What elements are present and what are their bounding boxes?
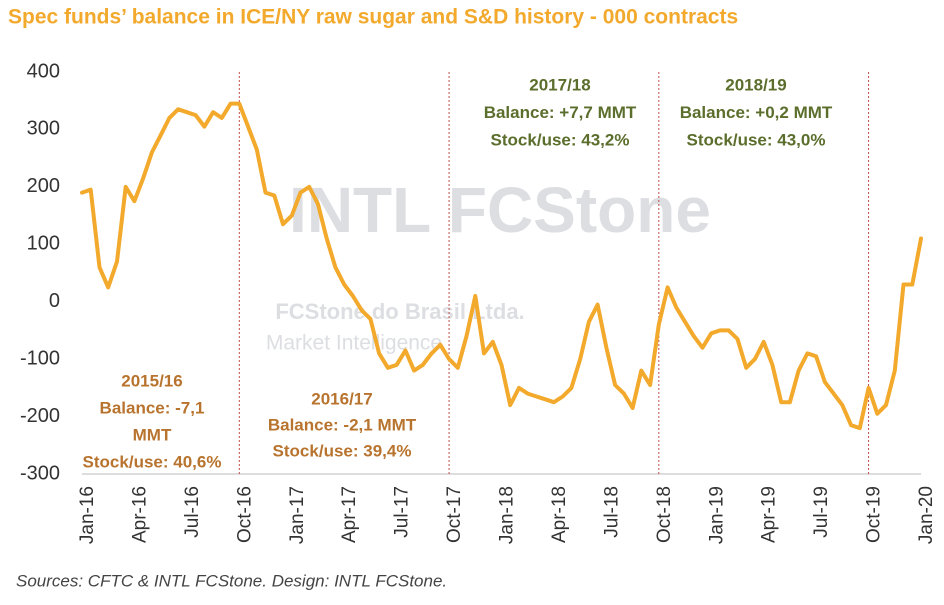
y-tick-label: 200 xyxy=(27,175,60,197)
y-tick-label: 400 xyxy=(27,60,60,82)
x-tick-label: Jul-19 xyxy=(811,486,832,538)
x-tick-label: Apr-16 xyxy=(129,486,150,543)
x-tick-label: Jan-17 xyxy=(287,486,308,544)
x-tick-label: Jul-16 xyxy=(182,486,203,538)
x-tick-label: Jan-20 xyxy=(916,486,937,544)
line-series xyxy=(80,101,923,431)
annotation: 2015/16 xyxy=(121,371,182,390)
annotation: 2017/18 xyxy=(529,75,590,94)
y-tick-label: 300 xyxy=(27,118,60,140)
source: Sources: CFTC & INTL FCStone. Design: IN… xyxy=(16,571,447,590)
annotation: Balance: +0,2 MMT xyxy=(680,103,833,122)
annotation: 2018/19 xyxy=(725,75,786,94)
x-tick-label: Oct-19 xyxy=(864,486,885,543)
x-tick-label: Oct-16 xyxy=(234,486,255,543)
annotation: Balance: -7,1 xyxy=(100,398,205,417)
y-tick-label: 0 xyxy=(49,290,60,312)
annotation: Stock/use: 40,6% xyxy=(83,452,222,471)
annotation: 2016/17 xyxy=(311,389,372,408)
annotation: Balance: +7,7 MMT xyxy=(484,103,637,122)
x-tick-label: Jan-18 xyxy=(497,486,518,544)
watermark: INTL FCStone xyxy=(289,174,711,246)
y-tick-label: -200 xyxy=(20,405,60,427)
y-tick-label: 100 xyxy=(27,233,60,255)
watermark: FCStone do Brasil Ltda. xyxy=(275,299,524,324)
y-tick-label: -100 xyxy=(20,347,60,369)
x-tick-label: Apr-18 xyxy=(549,486,570,543)
x-tick-label: Apr-19 xyxy=(759,486,780,543)
annotation: MMT xyxy=(133,425,172,444)
watermark: Market Intelligence xyxy=(266,332,442,355)
chart-title: Spec funds’ balance in ICE/NY raw sugar … xyxy=(8,6,738,29)
x-tick-label: Apr-17 xyxy=(339,486,360,543)
annotation: Stock/use: 43,0% xyxy=(687,130,826,149)
annotation: Stock/use: 39,4% xyxy=(273,441,412,460)
x-tick-label: Oct-17 xyxy=(444,486,465,543)
x-tick-label: Jul-18 xyxy=(601,486,622,538)
annotation: Balance: -2,1 MMT xyxy=(268,415,417,434)
y-tick-label: -300 xyxy=(20,462,60,484)
x-tick-label: Jan-16 xyxy=(77,486,98,544)
x-tick-label: Jan-19 xyxy=(706,486,727,544)
x-tick-label: Jul-17 xyxy=(392,486,413,538)
annotation: Stock/use: 43,2% xyxy=(491,130,630,149)
x-tick-label: Oct-18 xyxy=(654,486,675,543)
